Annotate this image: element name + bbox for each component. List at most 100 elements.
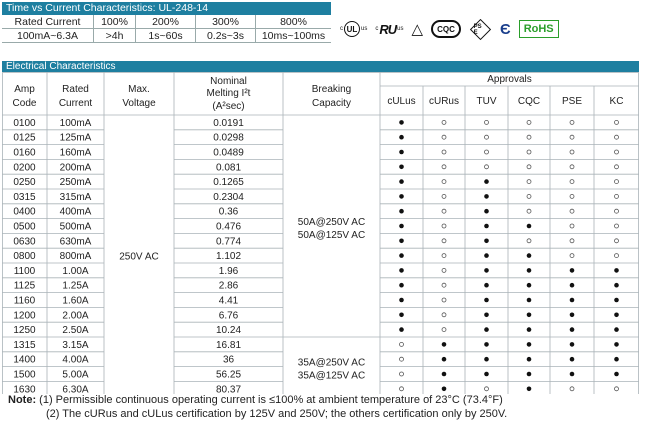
approval-empty-dot <box>441 223 447 229</box>
max-voltage-value: 250V AC <box>119 252 158 263</box>
header-approval-cqc: CQC <box>518 96 540 107</box>
approval-empty-dot <box>569 164 575 170</box>
approval-filled-dot <box>484 371 489 377</box>
approval-empty-dot <box>526 120 532 125</box>
approval-filled-dot <box>484 194 489 199</box>
approval-empty-dot <box>569 238 575 244</box>
row-rated-current: 630mA <box>60 236 92 247</box>
row-melting-i2t: 1.96 <box>219 266 239 277</box>
electrical-characteristics: Electrical Characteristics Amp Code Rated C… <box>2 61 639 394</box>
approval-filled-dot <box>399 134 404 140</box>
kc-mark-icon: Є <box>500 20 511 38</box>
row-melting-i2t: 0.0489 <box>213 148 244 159</box>
tvc-value-cell: >4h <box>94 29 136 43</box>
approval-empty-dot <box>526 164 532 170</box>
approval-filled-dot <box>526 253 532 258</box>
row-rated-current: 125mA <box>60 133 92 144</box>
tvc-grid: Rated Current 100% 200% 300% 800% 100mA~… <box>2 15 331 43</box>
approval-filled-dot <box>569 312 575 318</box>
approval-filled-dot <box>614 342 619 347</box>
row-melting-i2t: 0.0298 <box>213 133 244 144</box>
table-frame <box>2 72 639 394</box>
row-melting-i2t: 4.41 <box>219 296 239 307</box>
approval-filled-dot <box>399 120 404 125</box>
tvc-header-cell: 200% <box>136 15 196 29</box>
header-max-voltage: Voltage <box>122 98 156 109</box>
approval-filled-dot <box>441 342 447 347</box>
approval-filled-dot <box>484 179 489 184</box>
header-approval-kc: KC <box>610 96 624 107</box>
approval-filled-dot <box>441 356 447 362</box>
approval-filled-dot <box>399 312 404 318</box>
approval-filled-dot <box>441 386 447 392</box>
header-max-voltage: Max. <box>128 84 150 95</box>
approval-empty-dot <box>569 120 575 125</box>
header-amp-code: Amp <box>14 84 35 95</box>
approval-filled-dot <box>614 371 619 377</box>
header-melting: Nominal <box>210 76 247 87</box>
approval-filled-dot <box>399 149 404 155</box>
approval-filled-dot <box>526 268 532 273</box>
ul-circle-icon: UL <box>344 21 360 37</box>
tvc-title: Time vs Current Characteristics: UL-248-… <box>2 2 331 15</box>
header-rated-current: Rated <box>62 84 89 95</box>
approval-empty-dot <box>441 253 447 259</box>
approval-filled-dot <box>399 238 404 244</box>
approval-empty-dot <box>441 164 447 170</box>
row-amp-code: 1400 <box>13 355 36 366</box>
approval-filled-dot <box>526 297 532 303</box>
cqc-logo: CQC <box>431 20 462 38</box>
row-amp-code: 1250 <box>13 325 36 336</box>
approval-filled-dot <box>399 179 404 184</box>
row-amp-code: 0500 <box>13 222 36 233</box>
tvc-header-cell: 300% <box>196 15 256 29</box>
row-rated-current: 250mA <box>60 177 92 188</box>
approval-filled-dot <box>399 164 404 170</box>
approval-filled-dot <box>614 312 619 318</box>
approval-empty-dot <box>569 149 575 155</box>
header-approval-pse: PSE <box>562 96 582 107</box>
ec-title: Electrical Characteristics <box>2 61 639 72</box>
breaking-capacity-1: 50A@125V AC <box>298 230 365 241</box>
time-vs-current-table: Time vs Current Characteristics: UL-248-… <box>2 2 331 43</box>
approval-filled-dot <box>399 208 404 214</box>
row-rated-current: 160mA <box>60 148 92 159</box>
approval-empty-dot <box>399 356 404 362</box>
certification-logos: c UL us c RU us △ CQC PS E Є RoHS <box>340 16 625 42</box>
approval-filled-dot <box>484 342 489 347</box>
approval-empty-dot <box>569 223 575 229</box>
approval-filled-dot <box>399 194 404 199</box>
breaking-capacity-1: 50A@250V AC <box>298 217 365 228</box>
row-amp-code: 0100 <box>13 118 36 129</box>
row-rated-current: 200mA <box>60 162 92 173</box>
row-amp-code: 0250 <box>13 177 36 188</box>
row-amp-code: 0160 <box>13 148 36 159</box>
approval-filled-dot <box>484 238 489 244</box>
row-melting-i2t: 16.81 <box>216 340 241 351</box>
rohs-badge: RoHS <box>518 20 559 38</box>
approval-empty-dot <box>526 238 532 244</box>
approval-empty-dot <box>484 386 489 392</box>
approval-empty-dot <box>484 120 489 125</box>
row-amp-code: 0630 <box>13 236 36 247</box>
approval-empty-dot <box>614 194 619 199</box>
row-melting-i2t: 6.76 <box>219 310 239 321</box>
row-amp-code: 1125 <box>14 281 36 292</box>
row-rated-current: 315mA <box>60 192 92 203</box>
approval-empty-dot <box>484 134 489 140</box>
approval-filled-dot <box>484 253 489 258</box>
approval-empty-dot <box>484 164 489 170</box>
approval-empty-dot <box>399 371 404 377</box>
row-rated-current: 100mA <box>60 118 92 129</box>
approval-empty-dot <box>614 179 619 184</box>
approval-filled-dot <box>526 371 532 377</box>
row-amp-code: 1630 <box>13 384 36 394</box>
approval-empty-dot <box>441 179 447 184</box>
row-amp-code: 1315 <box>13 340 36 351</box>
approval-empty-dot <box>441 297 447 303</box>
approval-empty-dot <box>441 327 447 333</box>
approval-empty-dot <box>441 312 447 318</box>
row-melting-i2t: 1.102 <box>216 251 241 262</box>
tvc-value-cell: 100mA~6.3A <box>2 29 94 43</box>
approval-filled-dot <box>526 282 532 288</box>
